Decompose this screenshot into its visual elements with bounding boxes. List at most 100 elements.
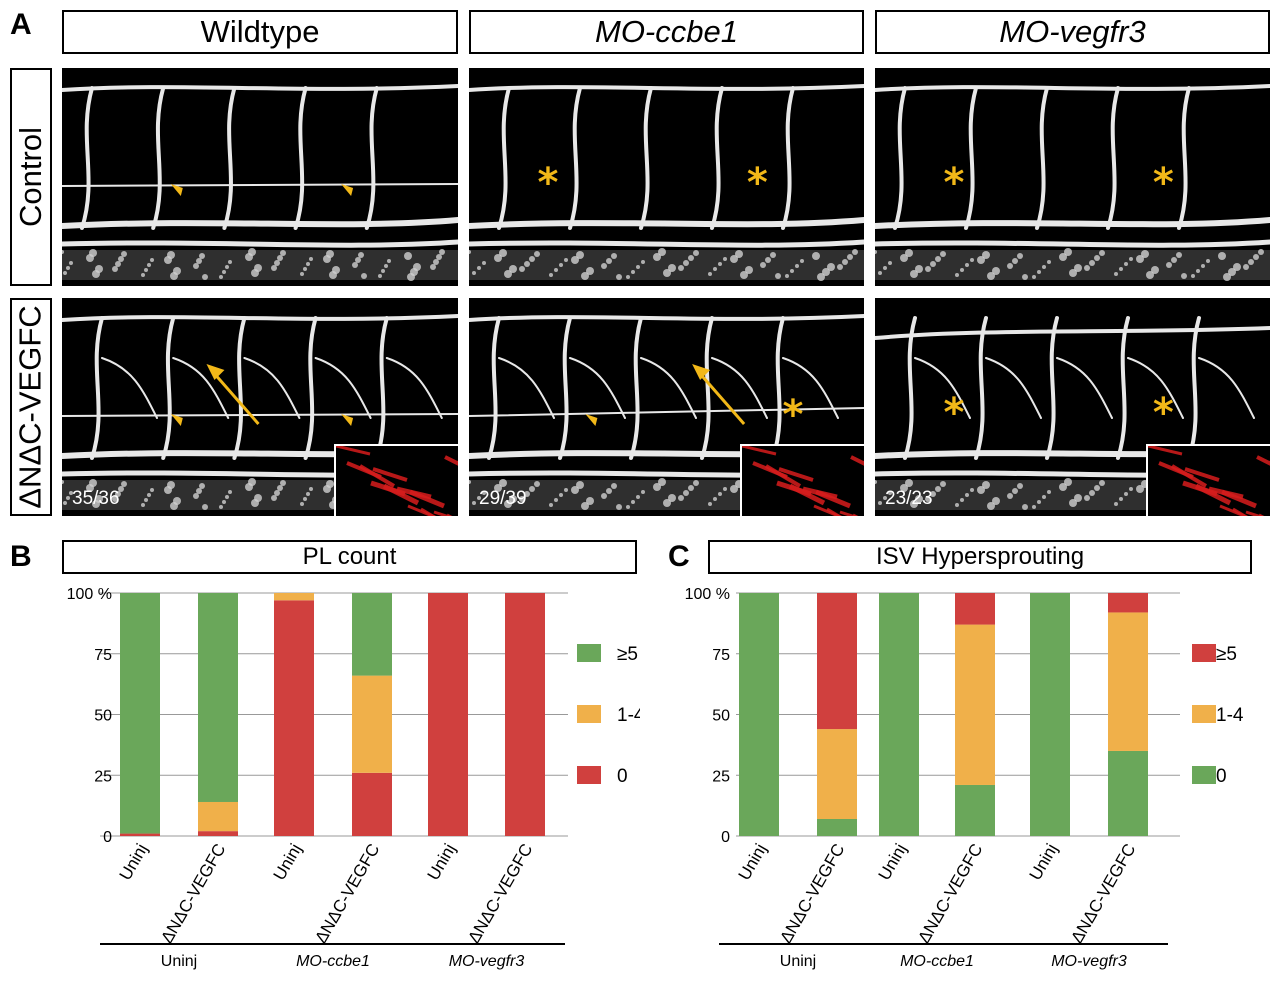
y-tick-label: 75: [94, 647, 112, 664]
y-tick-label: 50: [712, 708, 730, 725]
category-label: Uninj: [1026, 841, 1062, 884]
micrograph-wildtype-vegfc: 35/36: [62, 298, 458, 516]
bar-segment-0: [120, 833, 160, 836]
legend-label: 1-4: [1216, 705, 1244, 726]
yellow-asterisk-icon: *: [1153, 390, 1174, 436]
yellow-arrow-icon: [206, 364, 260, 425]
y-tick-label: 100 %: [67, 586, 112, 603]
bar-segment-0: [428, 593, 468, 836]
bar-segment-0: [739, 593, 779, 836]
bar-segment-1-4: [955, 624, 995, 785]
category-label: Uninj: [116, 841, 152, 884]
group-label: Uninj: [161, 953, 197, 970]
bar-segment-0: [817, 818, 857, 836]
y-tick-label: 50: [94, 708, 112, 725]
legend-swatch: [577, 766, 601, 784]
panel-letter-b: B: [10, 540, 32, 573]
group-label: MO-ccbe1: [296, 953, 370, 970]
bar-segment-0: [505, 593, 545, 836]
category-label: Uninj: [424, 841, 460, 884]
bar-segment-0: [1108, 750, 1148, 836]
legend-label: 0: [1216, 766, 1227, 787]
yellow-asterisk-icon: *: [944, 160, 965, 206]
y-tick-label: 25: [712, 768, 730, 785]
y-tick-label: 0: [721, 829, 730, 846]
group-label: Uninj: [780, 953, 816, 970]
micrograph-ccbe1-vegfc: * 29/39: [469, 298, 864, 516]
panel-letter-c: C: [668, 540, 690, 573]
y-tick-label: 0: [103, 829, 112, 846]
legend-label: ≥5: [1216, 644, 1237, 665]
legend-label: 1-4: [617, 705, 640, 726]
bar-segment-1-4: [198, 801, 238, 832]
bar-segment-0: [274, 600, 314, 836]
bar-segment-1-4: [352, 675, 392, 773]
category-label: Uninj: [735, 841, 771, 884]
bar-segment-ge5: [198, 593, 238, 802]
chart-title-isv-hypersprouting: ISV Hypersprouting: [708, 540, 1252, 574]
embryo-count: 23/23: [885, 488, 933, 509]
bar-segment-1-4: [274, 593, 314, 601]
legend-swatch: [577, 644, 601, 662]
yellow-asterisk-icon: *: [1153, 160, 1174, 206]
red-inset-image: [1146, 444, 1270, 516]
yellow-arrowhead-icon: [170, 184, 183, 196]
bar-segment-ge5: [955, 593, 995, 625]
row-label-control: Control: [10, 68, 52, 286]
micrograph-vegfr3-vegfc: * * 23/23: [875, 298, 1270, 516]
embryo-count: 35/36: [72, 488, 120, 509]
category-label: ΔNΔC-VEGFC: [1067, 841, 1139, 947]
group-label: MO-vegfr3: [449, 953, 525, 970]
yellow-asterisk-icon: *: [944, 390, 965, 436]
panel-letter-a: A: [10, 8, 32, 41]
yellow-arrowhead-icon: [341, 184, 354, 196]
yellow-arrow-icon: [692, 364, 746, 425]
bar-segment-0: [879, 593, 919, 836]
column-header-mo-vegfr3: MO-vegfr3: [875, 10, 1270, 54]
legend-label: ≥5: [617, 644, 638, 665]
bar-segment-1-4: [817, 729, 857, 819]
y-tick-label: 75: [712, 647, 730, 664]
category-label: ΔNΔC-VEGFC: [311, 841, 383, 947]
yellow-asterisk-icon: *: [747, 160, 768, 206]
bar-segment-1-4: [1108, 612, 1148, 751]
legend-label: 0: [617, 766, 628, 787]
category-label: ΔNΔC-VEGFC: [914, 841, 986, 947]
micrograph-wildtype-control: [62, 68, 458, 286]
bar-segment-0: [352, 772, 392, 836]
row-label-vegfc: ΔNΔC-VEGFC: [10, 298, 52, 516]
category-label: ΔNΔC-VEGFC: [776, 841, 848, 947]
column-header-mo-ccbe1: MO-ccbe1: [469, 10, 864, 54]
yellow-arrowhead-icon: [585, 414, 598, 426]
bar-segment-ge5: [817, 593, 857, 730]
bar-segment-0: [955, 784, 995, 836]
yellow-arrowhead-icon: [341, 414, 354, 426]
yellow-arrowhead-icon: [170, 414, 183, 426]
y-tick-label: 100 %: [685, 586, 730, 603]
red-inset-image: [334, 444, 458, 516]
bar-segment-ge5: [120, 593, 160, 834]
embryo-count: 29/39: [479, 488, 527, 509]
legend-swatch: [1192, 705, 1216, 723]
bar-segment-ge5: [352, 593, 392, 676]
chart-title-pl-count: PL count: [62, 540, 637, 574]
bar-segment-0: [1030, 593, 1070, 836]
micrograph-ccbe1-control: * *: [469, 68, 864, 286]
group-label: MO-vegfr3: [1051, 953, 1127, 970]
category-label: Uninj: [270, 841, 306, 884]
yellow-asterisk-icon: *: [538, 160, 559, 206]
bar-segment-0: [198, 831, 238, 836]
category-label: ΔNΔC-VEGFC: [464, 841, 536, 947]
column-header-wildtype: Wildtype: [62, 10, 458, 54]
category-label: Uninj: [875, 841, 911, 884]
yellow-asterisk-icon: *: [782, 392, 803, 438]
legend-swatch: [1192, 644, 1216, 662]
y-tick-label: 25: [94, 768, 112, 785]
group-label: MO-ccbe1: [900, 953, 974, 970]
bar-segment-ge5: [1108, 593, 1148, 613]
category-label: ΔNΔC-VEGFC: [157, 841, 229, 947]
legend-swatch: [577, 705, 601, 723]
red-inset-image: [740, 444, 864, 516]
